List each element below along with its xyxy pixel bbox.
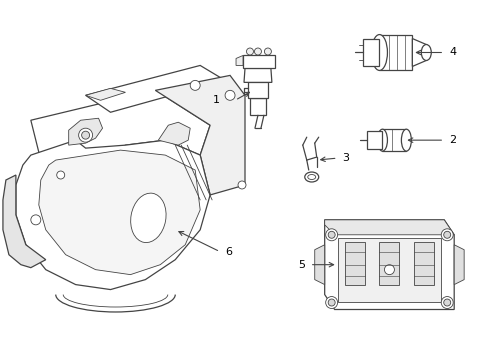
Circle shape [238,181,245,189]
Polygon shape [236,55,243,66]
Polygon shape [344,242,364,285]
Polygon shape [379,35,411,71]
Polygon shape [382,129,406,151]
Circle shape [31,215,41,225]
Circle shape [443,299,450,306]
Polygon shape [249,98,265,115]
Circle shape [327,299,334,306]
Polygon shape [337,238,440,302]
Text: 4: 4 [448,48,455,58]
Polygon shape [85,66,224,112]
Ellipse shape [304,172,318,182]
Circle shape [79,128,92,142]
Circle shape [325,297,337,309]
Polygon shape [379,242,399,285]
Circle shape [443,231,450,238]
Text: 5: 5 [297,260,304,270]
Polygon shape [155,75,244,195]
Circle shape [325,229,337,241]
Text: 6: 6 [224,247,232,257]
Circle shape [246,48,253,55]
Circle shape [264,48,271,55]
Ellipse shape [130,193,166,243]
Polygon shape [243,55,274,68]
Polygon shape [39,150,200,275]
Polygon shape [247,82,267,98]
Polygon shape [314,245,324,285]
Circle shape [440,297,452,309]
Polygon shape [413,242,433,285]
Ellipse shape [401,129,410,151]
Polygon shape [366,131,382,149]
Circle shape [254,48,261,55]
Circle shape [224,90,235,100]
Polygon shape [244,68,271,82]
Circle shape [81,131,89,139]
Circle shape [190,80,200,90]
Polygon shape [453,245,463,285]
Ellipse shape [307,175,315,180]
Circle shape [384,265,394,275]
Polygon shape [324,220,453,235]
Circle shape [327,231,334,238]
Polygon shape [85,88,125,100]
Circle shape [440,229,452,241]
Ellipse shape [377,129,386,151]
Text: 2: 2 [448,135,455,145]
Text: 1: 1 [213,95,220,105]
Polygon shape [324,220,453,310]
Polygon shape [3,175,46,268]
Polygon shape [16,140,210,289]
Polygon shape [31,90,210,175]
Ellipse shape [371,35,386,71]
Polygon shape [68,118,102,145]
Polygon shape [158,122,190,145]
Polygon shape [362,39,379,67]
Circle shape [57,171,64,179]
Polygon shape [411,39,426,67]
Ellipse shape [421,45,430,60]
Text: 3: 3 [342,153,349,163]
